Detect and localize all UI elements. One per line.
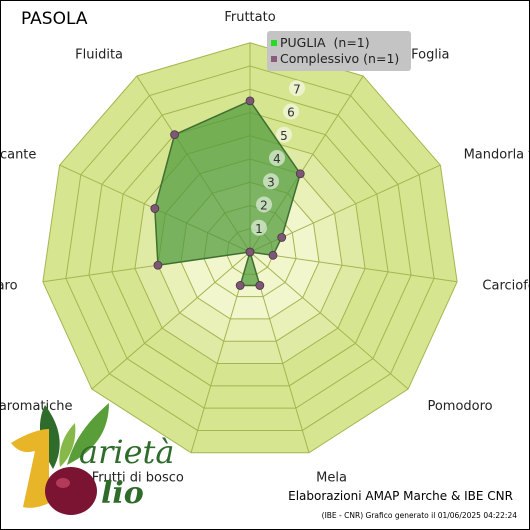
data-point bbox=[245, 96, 255, 106]
series-area bbox=[154, 99, 302, 287]
data-point bbox=[170, 130, 179, 140]
data-point bbox=[235, 281, 245, 290]
axis-spoke bbox=[249, 251, 409, 390]
tick-label-bg bbox=[251, 219, 267, 236]
axis-spoke bbox=[249, 251, 458, 283]
tick-label-bg bbox=[276, 126, 292, 143]
axis-label: Mela bbox=[316, 470, 347, 485]
footer-credit: Elaborazioni AMAP Marche & IBE CNR bbox=[288, 489, 513, 503]
logo-word-olio: lio bbox=[101, 476, 144, 511]
axis-label: Piccante bbox=[1, 147, 36, 162]
legend: PUGLIA (n=1) Complessivo (n=1) bbox=[267, 31, 411, 71]
tick-label: 6 bbox=[287, 106, 295, 120]
logo-leaf-right bbox=[67, 403, 109, 465]
tick-label-bg bbox=[269, 150, 285, 166]
axis-label: Mandorla fresca bbox=[464, 147, 530, 162]
tick-label: 2 bbox=[260, 199, 268, 213]
logo-word-varieta: arietà bbox=[79, 433, 174, 471]
tick-label-bg bbox=[256, 196, 272, 213]
legend-swatch-puglia bbox=[271, 39, 277, 46]
axis-label: Frutti di bosco bbox=[92, 470, 184, 485]
axis-label: Pomodoro bbox=[427, 399, 492, 414]
data-point bbox=[245, 247, 255, 257]
data-point bbox=[268, 250, 278, 260]
tick-label: 7 bbox=[293, 82, 301, 96]
tick-label-bg bbox=[263, 173, 279, 190]
data-point bbox=[277, 233, 287, 242]
logo-olive bbox=[45, 467, 97, 515]
tick-label: 4 bbox=[273, 152, 281, 166]
axis-label: Amaro bbox=[1, 278, 18, 293]
axis-spoke bbox=[91, 251, 251, 390]
tick-label-bg bbox=[289, 80, 305, 97]
axis-label: Fruttato bbox=[224, 10, 275, 25]
tick-label: 5 bbox=[280, 129, 288, 143]
logo-leaf-left bbox=[39, 405, 60, 469]
chart-title: PASOLA bbox=[21, 9, 88, 29]
data-point bbox=[295, 169, 305, 179]
tick-label: 3 bbox=[267, 175, 275, 189]
logo-numeral-one bbox=[11, 429, 49, 508]
legend-item-puglia: PUGLIA (n=1) bbox=[271, 35, 370, 50]
logo-leaf-mid bbox=[59, 423, 76, 467]
legend-item-complessivo: Complessivo (n=1) bbox=[271, 51, 399, 66]
tick-label: 1 bbox=[255, 222, 263, 236]
varieta-olio-logo: arietà lio bbox=[11, 403, 174, 515]
data-point bbox=[153, 260, 163, 270]
axis-label: Erbe aromatiche bbox=[1, 399, 73, 414]
data-point bbox=[150, 204, 160, 213]
axis-label: Carciofo bbox=[482, 278, 530, 293]
legend-label-complessivo: Complessivo (n=1) bbox=[280, 51, 400, 66]
tick-label-bg bbox=[283, 103, 299, 120]
legend-label-puglia: PUGLIA (n=1) bbox=[280, 35, 370, 50]
footer-generated: (IBE - CNR) Grafico generato il 01/06/20… bbox=[321, 511, 517, 520]
data-point bbox=[255, 281, 265, 290]
logo-olive-highlight bbox=[56, 478, 70, 488]
legend-swatch-complessivo bbox=[271, 55, 277, 62]
axis-label: Fluidita bbox=[75, 47, 123, 62]
